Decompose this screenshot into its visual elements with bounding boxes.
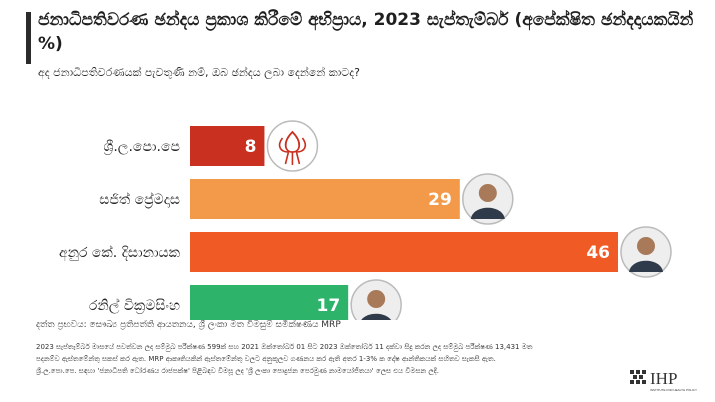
lotus-stems-icon (284, 151, 301, 165)
chart-subtitle: අද ජනාධිපතිවරණයක් පැවතුණි නම්, ඔබ ඡන්දය … (38, 66, 360, 79)
candidate-shoulders-icon (629, 260, 663, 272)
methodology-note-1: 2023 සැප්තැම්බර් මාසයේ පවත්වන ලද සම්මුඛ … (36, 343, 533, 351)
candidate-head-icon (637, 237, 655, 255)
value-label: 8 (245, 137, 257, 157)
value-label: 46 (586, 243, 610, 263)
value-label: 17 (317, 296, 341, 316)
ihp-logo: IHP INSTITUTE FOR HEALTH POLICY (630, 369, 697, 392)
ihp-logo-text: IHP (650, 369, 677, 388)
candidate-head-icon (367, 290, 386, 308)
bar-chart: ශ්‍රී.ල.පො.පෙ 8 සජිත් ප්‍රේමදාස 29 අනුර කේ. … (59, 120, 672, 320)
candidate-shoulders-icon (361, 313, 392, 320)
category-label: රනිල් වික්‍රමසිංහ (89, 298, 180, 315)
candidate-head-icon (478, 184, 497, 202)
ihp-logo-mark-icon (630, 370, 646, 384)
bar (190, 126, 265, 166)
methodology-note-2: පදනම්ව ඇස්තමේන්තු සකස් කර ඇත. MRP ආකෘතිය… (36, 355, 496, 363)
category-label: අනුර කේ. දිසානායක (59, 245, 181, 262)
bar (190, 232, 618, 272)
candidate-shoulders-icon (470, 207, 505, 219)
bar (190, 285, 349, 320)
ihp-logo-subtext: INSTITUTE FOR HEALTH POLICY (650, 388, 697, 392)
source-note: දත්ත ප්‍රභවය: සෞඛ්‍ය ප්‍රතිපත්ති ආයතනය, … (36, 320, 341, 330)
lotus-side-petals-icon (278, 137, 307, 153)
category-label: ශ්‍රී.ල.පො.පෙ (103, 139, 180, 155)
title-accent-bar (26, 12, 31, 64)
value-label: 29 (428, 190, 452, 210)
category-label: සජිත් ප්‍රේමදාස (99, 192, 180, 209)
methodology-note-3: ශ්‍රී.ල.පො.පෙ. සඳහා 'ජනාධිපති ධෝරණය රාජප… (36, 367, 439, 375)
chart-title: ජනාධිපතිවරණ ඡන්දය ප්‍රකාශ කිරීමේ අභිප්‍ර… (38, 10, 694, 54)
bar (190, 179, 460, 219)
